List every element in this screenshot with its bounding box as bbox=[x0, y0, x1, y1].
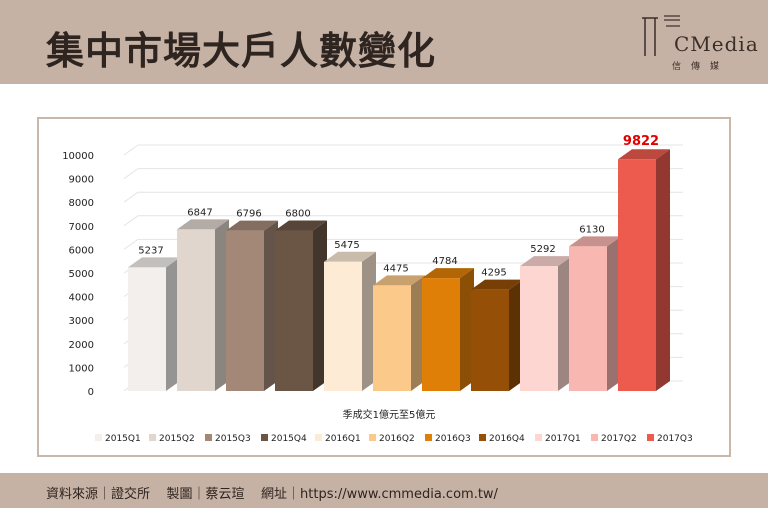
data-label: 5475 bbox=[334, 240, 359, 251]
bar-top bbox=[128, 257, 180, 268]
bar bbox=[569, 246, 607, 391]
y-tick-label: 1000 bbox=[69, 363, 94, 374]
bar bbox=[226, 230, 264, 391]
x-axis-label: 季成交1億元至5億元 bbox=[343, 408, 436, 421]
bar bbox=[128, 267, 166, 391]
footer-bar: 資料來源｜證交所 製圖｜蔡云瑄 網址｜https://www.cmmedia.c… bbox=[0, 473, 768, 508]
gridline-depth bbox=[123, 191, 139, 203]
bar-top bbox=[471, 279, 523, 290]
bar-top bbox=[226, 220, 278, 231]
legend-label: 2017Q1 bbox=[545, 434, 581, 444]
gridline-depth bbox=[123, 215, 139, 227]
legend-swatch bbox=[315, 434, 322, 441]
bar-top bbox=[275, 220, 327, 231]
legend-label: 2015Q2 bbox=[159, 434, 195, 444]
gridline-depth bbox=[123, 144, 139, 156]
y-tick-label: 9000 bbox=[69, 175, 94, 186]
cmedia-logo: CMedia 信傳媒 bbox=[636, 12, 759, 76]
legend-label: 2015Q4 bbox=[271, 434, 307, 444]
bar bbox=[177, 229, 215, 391]
bar bbox=[471, 289, 509, 391]
legend-swatch bbox=[647, 434, 654, 441]
y-tick-label: 5000 bbox=[69, 269, 94, 280]
bar-top bbox=[520, 256, 572, 267]
data-label: 4295 bbox=[481, 268, 506, 279]
page-title: 集中市場大戶人數變化 bbox=[46, 29, 437, 73]
bar bbox=[275, 230, 313, 391]
logo-subtitle: 信傳媒 bbox=[672, 62, 730, 72]
legend-label: 2017Q2 bbox=[601, 434, 637, 444]
logo-mark-icon bbox=[642, 15, 680, 56]
data-label: 4475 bbox=[383, 263, 408, 274]
legend-swatch bbox=[535, 434, 542, 441]
bar-top bbox=[569, 236, 621, 247]
y-tick-label: 3000 bbox=[69, 316, 94, 327]
legend-label: 2015Q3 bbox=[215, 434, 251, 444]
data-label: 9822 bbox=[623, 134, 659, 149]
legend-label: 2016Q4 bbox=[489, 434, 525, 444]
bar bbox=[324, 261, 362, 391]
bar-side bbox=[313, 220, 327, 391]
header-bar: 集中市場大戶人數變化 CMedia 信傳媒 bbox=[0, 0, 768, 84]
y-tick-label: 4000 bbox=[69, 293, 94, 304]
y-tick-label: 7000 bbox=[69, 222, 94, 233]
data-label: 6847 bbox=[187, 207, 212, 218]
bar-top bbox=[422, 268, 474, 279]
data-label: 6800 bbox=[285, 209, 310, 220]
bar-side bbox=[558, 256, 572, 391]
legend-swatch bbox=[261, 434, 268, 441]
y-tick-label: 6000 bbox=[69, 245, 94, 256]
bar-side bbox=[166, 257, 180, 391]
legend-swatch bbox=[425, 434, 432, 441]
bar bbox=[618, 159, 656, 391]
bar-top bbox=[373, 275, 425, 286]
bar-top bbox=[324, 251, 376, 262]
y-tick-label: 0 bbox=[88, 387, 94, 398]
data-label: 4784 bbox=[432, 256, 457, 267]
data-label: 5292 bbox=[530, 244, 555, 255]
bar-side bbox=[607, 236, 621, 391]
legend-swatch bbox=[95, 434, 102, 441]
legend-swatch bbox=[205, 434, 212, 441]
source-credit: 資料來源｜證交所 製圖｜蔡云瑄 網址｜https://www.cmmedia.c… bbox=[46, 487, 498, 502]
bar-top bbox=[177, 219, 229, 230]
logo-text: CMedia bbox=[674, 32, 759, 56]
data-label: 6130 bbox=[579, 224, 604, 235]
legend-label: 2016Q2 bbox=[379, 434, 415, 444]
bar-side bbox=[264, 220, 278, 391]
legend-swatch bbox=[369, 434, 376, 441]
bar-chart: 0 1000 2000 3000 4000 5000 6000 7000 8000 9000 100… bbox=[62, 134, 693, 444]
gridline-depth bbox=[123, 168, 139, 180]
legend-swatch bbox=[149, 434, 156, 441]
legend-label: 2016Q1 bbox=[325, 434, 361, 444]
bar bbox=[422, 278, 460, 391]
y-tick-label: 2000 bbox=[69, 340, 94, 351]
gridline-depth bbox=[123, 238, 139, 250]
data-label: 6796 bbox=[236, 209, 261, 220]
bar-side bbox=[215, 219, 229, 391]
legend-label: 2017Q3 bbox=[657, 434, 693, 444]
legend-label: 2015Q1 bbox=[105, 434, 141, 444]
data-label: 5237 bbox=[138, 245, 163, 256]
bar-top bbox=[618, 149, 670, 160]
bar-side bbox=[509, 279, 523, 391]
chart-frame: 0 1000 2000 3000 4000 5000 6000 7000 8000 9000 100… bbox=[37, 117, 731, 457]
legend-swatch bbox=[479, 434, 486, 441]
legend-swatch bbox=[591, 434, 598, 441]
legend-label: 2016Q3 bbox=[435, 434, 471, 444]
bar bbox=[520, 266, 558, 391]
bar-side bbox=[460, 268, 474, 391]
bar-side bbox=[411, 275, 425, 391]
bar bbox=[373, 285, 411, 391]
bar-side bbox=[362, 251, 376, 391]
bar-side bbox=[656, 149, 670, 391]
y-tick-label: 10000 bbox=[62, 151, 94, 162]
y-tick-label: 8000 bbox=[69, 198, 94, 209]
